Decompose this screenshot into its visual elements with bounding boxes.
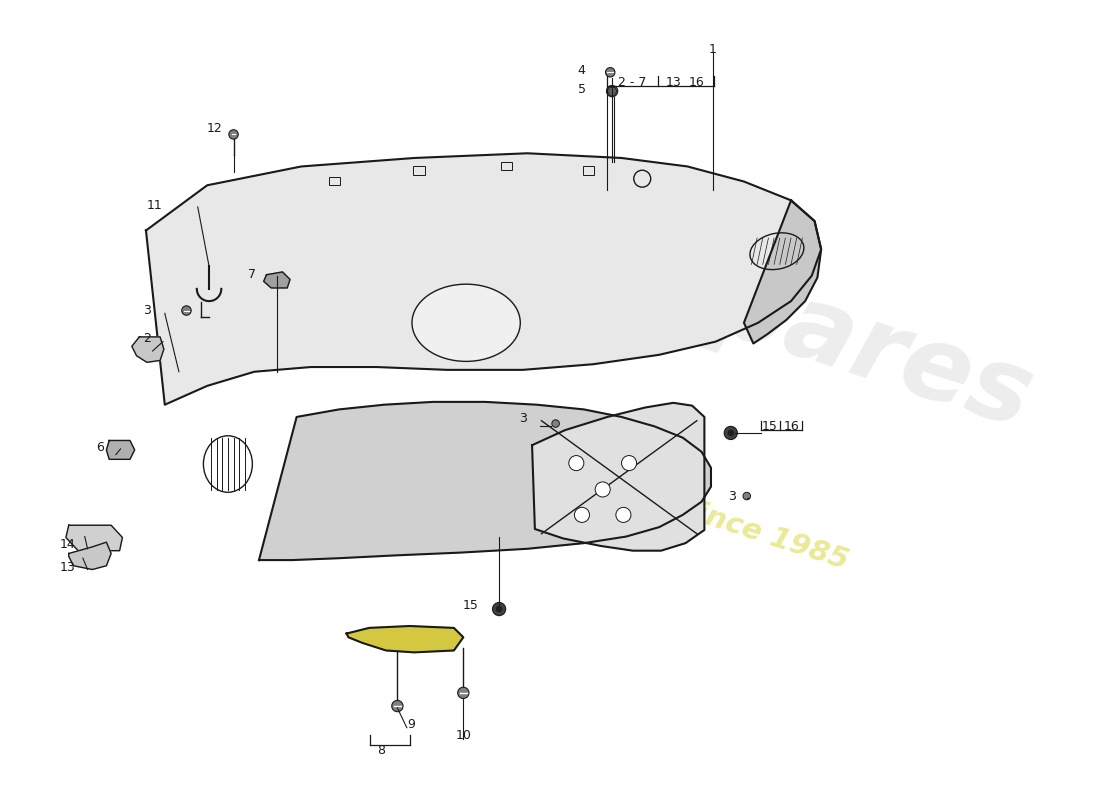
Text: a passion for parts since 1985: a passion for parts since 1985 [372,395,852,574]
Polygon shape [264,272,290,288]
Circle shape [621,455,637,470]
Text: 8: 8 [377,744,385,757]
Circle shape [595,482,610,497]
Circle shape [724,426,737,439]
Circle shape [742,492,750,500]
Circle shape [182,306,191,315]
Circle shape [569,455,584,470]
Circle shape [606,86,618,97]
Bar [329,177,340,186]
Circle shape [552,420,560,427]
Ellipse shape [412,284,520,362]
Text: 4: 4 [578,64,585,77]
Circle shape [605,67,615,77]
Circle shape [496,606,502,612]
Text: 15: 15 [761,420,778,433]
Text: 5: 5 [578,82,585,96]
Text: 14: 14 [59,538,75,550]
Text: 16: 16 [689,76,705,89]
Circle shape [392,701,403,712]
Polygon shape [132,337,164,362]
Polygon shape [66,526,122,550]
Text: 16: 16 [784,420,800,433]
Circle shape [458,687,469,698]
Polygon shape [146,154,822,405]
Text: 9: 9 [407,718,415,731]
Text: 2: 2 [143,332,151,346]
Text: 11: 11 [146,198,162,211]
Polygon shape [258,402,711,560]
Text: 1: 1 [708,43,717,56]
Text: 6: 6 [96,441,103,454]
Text: 7: 7 [249,268,256,282]
Circle shape [616,507,631,522]
Polygon shape [107,441,134,459]
Circle shape [728,430,734,436]
Text: 3: 3 [728,490,736,502]
Polygon shape [744,200,822,343]
Text: 15: 15 [462,598,478,612]
Bar [583,166,594,175]
Circle shape [574,507,590,522]
Text: 12: 12 [207,122,222,135]
Text: 3: 3 [519,412,527,426]
Polygon shape [346,626,463,652]
Text: 2 - 7: 2 - 7 [618,76,646,89]
Polygon shape [532,403,704,550]
Circle shape [493,602,506,616]
Bar [500,162,513,170]
Circle shape [229,130,239,139]
Bar [414,166,425,175]
Text: 13: 13 [666,76,681,89]
Circle shape [634,170,651,187]
Polygon shape [68,542,111,570]
Text: 10: 10 [455,729,471,742]
Text: 3: 3 [143,304,151,317]
Text: 13: 13 [59,561,75,574]
Text: eurospares: eurospares [387,151,1044,451]
